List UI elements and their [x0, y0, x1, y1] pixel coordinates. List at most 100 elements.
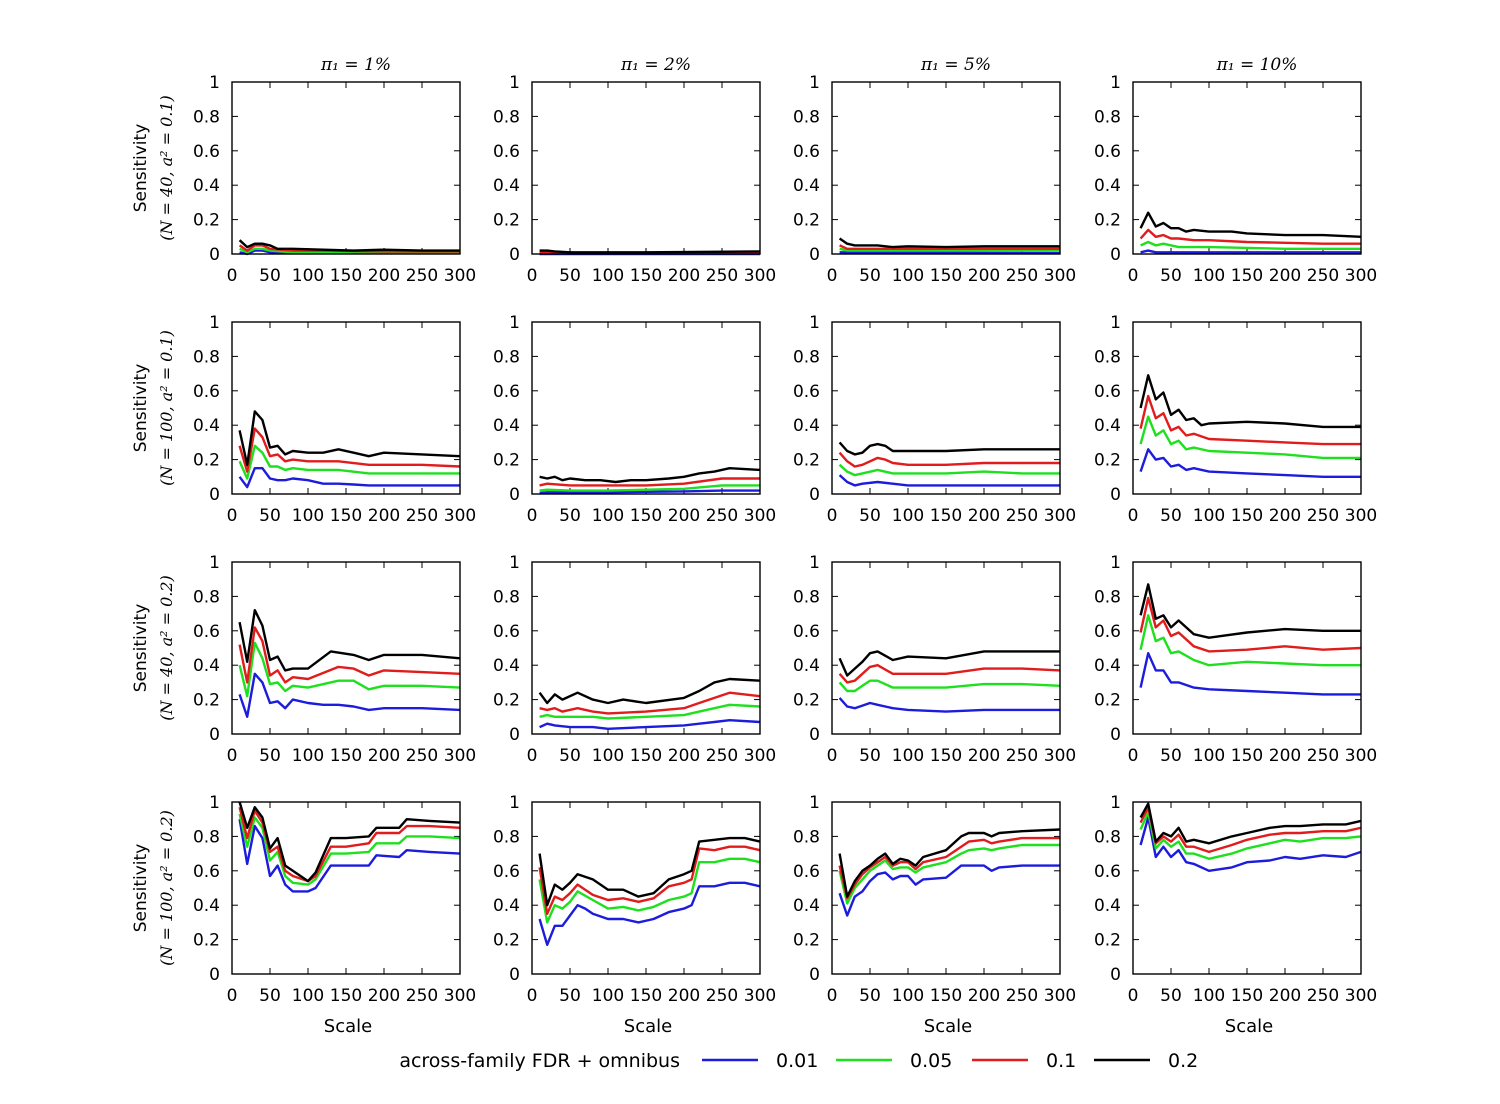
- x-tick-label: 200: [968, 506, 1000, 526]
- series-line-0.01: [238, 672, 461, 718]
- y-tick-label: 0.4: [1094, 416, 1121, 436]
- series-line-0.01: [838, 697, 1060, 713]
- series-line-0.05: [838, 679, 1061, 693]
- panel-r2-c2: 0 0.2 0.4 0.6 0.8 1 0 50 100 150 200 250 300: [493, 313, 776, 526]
- x-tick-label: 50: [259, 986, 281, 1006]
- x-tick-label: 150: [330, 986, 362, 1006]
- series-line-0.05: [238, 641, 461, 698]
- y-tick-label: 0.6: [793, 382, 820, 402]
- x-tick-label: 300: [744, 746, 776, 766]
- x-axis-label: Scale: [624, 1016, 672, 1037]
- y-tick-label: 0.2: [793, 691, 820, 711]
- x-tick-label: 300: [444, 266, 476, 286]
- x-tick-label: 250: [1307, 746, 1339, 766]
- x-tick-label: 150: [1231, 746, 1263, 766]
- panel-frame: [1132, 81, 1362, 255]
- y-tick-label: 0.6: [1094, 622, 1121, 642]
- series-line-0.05: [838, 463, 1060, 477]
- x-tick-label: 100: [1193, 986, 1225, 1006]
- y-tick-label: 0.4: [1094, 656, 1121, 676]
- series-line-0.01: [538, 881, 761, 946]
- y-tick-label: 0.4: [793, 896, 820, 916]
- x-tick-label: 250: [406, 506, 438, 526]
- y-tick-label: 0.4: [793, 176, 820, 196]
- x-tick-label: 250: [1307, 266, 1339, 286]
- x-tick-label: 50: [559, 266, 581, 286]
- series-line-0.2: [838, 237, 1060, 249]
- y-tick-label: 0.8: [1094, 347, 1121, 367]
- x-tick-label: 150: [930, 266, 962, 286]
- x-tick-label: 300: [1345, 506, 1377, 526]
- panel-r2-c4: 0 0.2 0.4 0.6 0.8 1 0 50 100 150 200 250 300: [1094, 313, 1377, 526]
- series-line-0.01: [238, 467, 460, 489]
- x-tick-label: 50: [859, 266, 881, 286]
- y-tick-label: 0.8: [793, 107, 820, 127]
- series-line-0.2: [238, 609, 461, 672]
- panel-frame: [231, 321, 461, 495]
- y-tick-label: 0: [509, 245, 520, 265]
- y-tick-label: 0.4: [1094, 176, 1121, 196]
- panel-frame: [1132, 801, 1362, 975]
- x-tick-label: 50: [1160, 986, 1182, 1006]
- x-tick-label: 200: [668, 986, 700, 1006]
- x-tick-label: 50: [259, 506, 281, 526]
- panel-r1-c4: 0 0.2 0.4 0.6 0.8 1 0 50 100 150 200 250 300 π₁ = 10%: [1094, 55, 1377, 286]
- y-tick-label: 0.6: [1094, 142, 1121, 162]
- y-tick-label: 1: [509, 793, 520, 813]
- y-tick-label: 0: [809, 725, 820, 745]
- y-tick-label: 0.8: [193, 587, 220, 607]
- series-line-0.2: [838, 828, 1061, 898]
- y-tick-label: 0.4: [793, 416, 820, 436]
- panel-r2-c3: 0 0.2 0.4 0.6 0.8 1 0 50 100 150 200 250 300: [793, 313, 1076, 526]
- y-tick-label: 0.6: [493, 622, 520, 642]
- panel-frame: [231, 81, 461, 255]
- panel-r3-c4: 0 0.2 0.4 0.6 0.8 1 0 50 100 150 200 250 300: [1094, 553, 1377, 766]
- x-tick-label: 150: [930, 986, 962, 1006]
- x-tick-label: 0: [827, 266, 838, 286]
- x-tick-label: 250: [706, 746, 738, 766]
- y-tick-label: 0.2: [193, 211, 220, 231]
- panel-r4-c3: 0 0.2 0.4 0.6 0.8 1 0 50 100 150 200 250 300 Scale: [793, 793, 1076, 1037]
- y-tick-label: 0.4: [493, 896, 520, 916]
- series-line-0.2: [538, 677, 761, 705]
- x-tick-label: 250: [406, 746, 438, 766]
- y-tick-label: 0.8: [793, 827, 820, 847]
- series-line-0.1: [1139, 394, 1361, 446]
- series-line-0.01: [539, 489, 760, 495]
- series-line-0.2: [238, 239, 460, 252]
- x-tick-label: 300: [1044, 986, 1076, 1006]
- y-tick-label: 0.6: [793, 862, 820, 882]
- panel-frame: [231, 561, 461, 735]
- x-tick-label: 300: [1345, 746, 1377, 766]
- x-tick-label: 100: [892, 986, 924, 1006]
- x-tick-label: 250: [1006, 746, 1038, 766]
- y-tick-label: 0.8: [1094, 827, 1121, 847]
- x-tick-label: 50: [1160, 266, 1182, 286]
- y-tick-label: 0.6: [793, 142, 820, 162]
- series-line-0.01: [838, 864, 1060, 917]
- legend-label-0.1: 0.1: [1046, 1050, 1076, 1072]
- x-tick-label: 200: [368, 506, 400, 526]
- series-line-0.05: [1139, 614, 1361, 667]
- y-tick-label: 1: [1110, 553, 1121, 573]
- y-tick-label: 0: [509, 485, 520, 505]
- x-tick-label: 300: [744, 506, 776, 526]
- x-tick-label: 150: [630, 266, 662, 286]
- series-line-0.01: [238, 818, 461, 893]
- x-tick-label: 300: [444, 746, 476, 766]
- panel-r4-c4: 0 0.2 0.4 0.6 0.8 1 0 50 100 150 200 250 300 Scale: [1094, 793, 1377, 1037]
- x-tick-label: 0: [1128, 986, 1139, 1006]
- legend-title: across-family FDR + omnibus: [399, 1050, 680, 1072]
- series-line-0.05: [839, 247, 1060, 252]
- x-tick-label: 150: [1231, 506, 1263, 526]
- series-line-0.1: [538, 845, 761, 915]
- panel-r1-c2: 0 0.2 0.4 0.6 0.8 1 0 50 100 150 200 250 300 π₁ = 2%: [493, 55, 776, 286]
- x-tick-label: 0: [227, 506, 238, 526]
- y-tick-label: 0.2: [193, 691, 220, 711]
- panel-frame: [531, 321, 761, 495]
- row-label: (N = 100, a² = 0.1): [157, 330, 176, 486]
- x-tick-label: 200: [668, 746, 700, 766]
- y-tick-label: 0.6: [1094, 382, 1121, 402]
- x-axis-label: Scale: [1225, 1016, 1273, 1037]
